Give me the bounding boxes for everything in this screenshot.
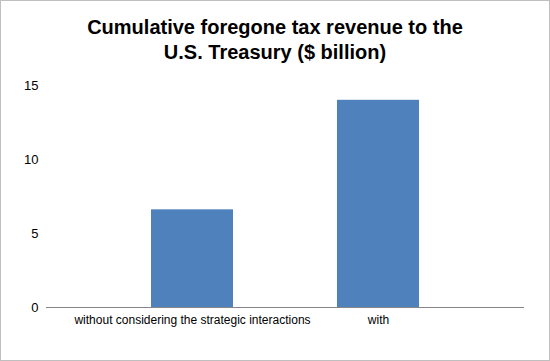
svg-text:0: 0 — [31, 300, 38, 315]
svg-text:without considering the strate: without considering the strategic intera… — [73, 313, 310, 327]
svg-text:10: 10 — [24, 152, 38, 167]
svg-text:with: with — [367, 313, 389, 327]
html-text:Cumulative foregone tax revenu: Cumulative foregone tax revenue to the U… — [87, 16, 463, 63]
svg-text:5: 5 — [31, 226, 38, 241]
svg-text:15: 15 — [24, 78, 38, 93]
